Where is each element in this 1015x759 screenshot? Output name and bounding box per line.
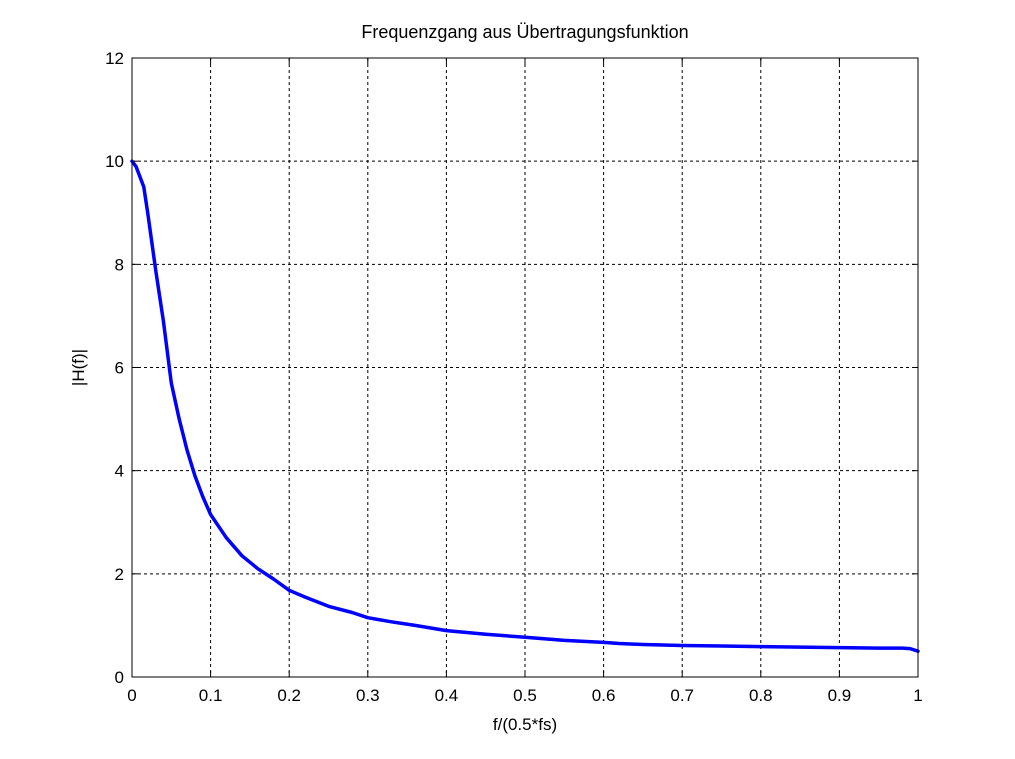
series-line — [130, 159, 920, 653]
grid — [132, 58, 918, 677]
ticks — [131, 57, 919, 678]
x-tick-label: 0.1 — [199, 686, 223, 705]
series-layer — [130, 159, 920, 653]
chart-title: Frequenzgang aus Übertragungsfunktion — [361, 22, 688, 42]
y-axis-label: |H(f)| — [69, 349, 88, 386]
y-tick-label: 6 — [115, 359, 124, 378]
x-tick-label: 1 — [913, 686, 922, 705]
x-tick-label: 0.3 — [356, 686, 380, 705]
y-tick-label: 4 — [115, 462, 124, 481]
x-axis-label: f/(0.5*fs) — [493, 715, 557, 734]
x-tick-label: 0.2 — [277, 686, 301, 705]
x-tick-label: 0.9 — [828, 686, 852, 705]
y-tick-label: 10 — [105, 152, 124, 171]
x-tick-label: 0.8 — [749, 686, 773, 705]
x-tick-label: 0.6 — [592, 686, 616, 705]
x-tick-label: 0.5 — [513, 686, 537, 705]
plot-frame — [131, 57, 919, 678]
y-tick-label: 0 — [115, 668, 124, 687]
y-tick-label: 8 — [115, 255, 124, 274]
x-tick-label: 0 — [127, 686, 136, 705]
x-tick-label: 0.7 — [670, 686, 694, 705]
y-tick-label: 2 — [115, 565, 124, 584]
x-tick-label: 0.4 — [435, 686, 459, 705]
y-tick-label: 12 — [105, 49, 124, 68]
